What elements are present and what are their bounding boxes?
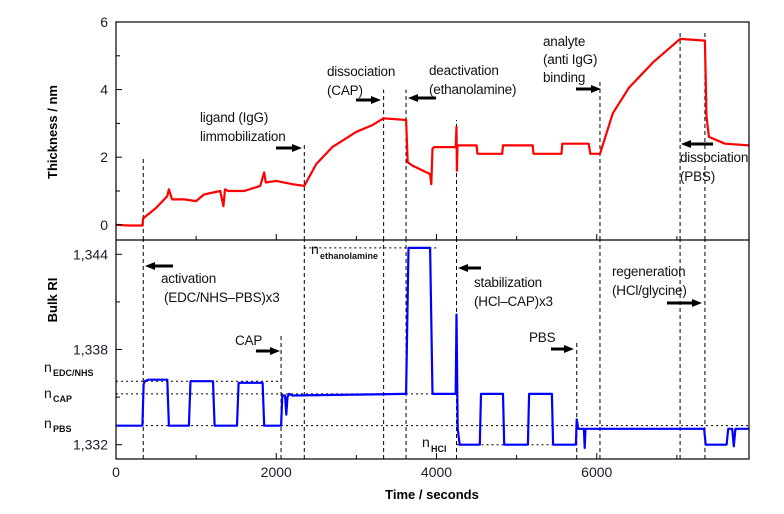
annotation-text: regeneration bbox=[612, 264, 685, 279]
label-n-cap: n CAP bbox=[44, 385, 72, 404]
annotation-dissociation-cap: dissociation (CAP) bbox=[327, 64, 395, 98]
annotation-text: (HCl/glycine) bbox=[612, 283, 687, 298]
y-tick-label: 4 bbox=[100, 82, 108, 98]
thickness-series-line bbox=[115, 37, 750, 227]
annotation-text: stabilization bbox=[474, 275, 542, 290]
annotation-cap: CAP bbox=[235, 333, 263, 348]
ref-level-subscript: EDC/NHS bbox=[53, 368, 94, 378]
annotation-text: (CAP) bbox=[327, 83, 363, 98]
ref-level-symbol: n bbox=[44, 359, 52, 375]
annotation-regeneration: regeneration (HCl/glycine) bbox=[612, 264, 687, 298]
x-axis-title: Time / seconds bbox=[385, 487, 479, 502]
annotation-text: analyte bbox=[543, 34, 585, 49]
ref-level-symbol: n bbox=[44, 415, 52, 431]
annotation-ligand: ligand (IgG) limmobilization bbox=[200, 110, 286, 144]
annotation-text: PBS bbox=[529, 330, 556, 345]
ref-level-symbol: n bbox=[44, 385, 52, 401]
annotation-text: (ethanolamine) bbox=[429, 82, 516, 97]
arrow-left-icon bbox=[408, 94, 436, 102]
annotation-text: (PBS) bbox=[680, 169, 715, 184]
arrow-right-icon bbox=[356, 96, 381, 104]
arrow-right-icon bbox=[667, 299, 702, 307]
arrow-right-icon bbox=[276, 144, 302, 152]
annotation-text: binding bbox=[543, 70, 585, 85]
arrow-right-icon bbox=[256, 347, 280, 355]
label-n-hcl: n HCl bbox=[422, 434, 447, 454]
ref-level-subscript: CAP bbox=[53, 394, 72, 404]
annotation-text: CAP bbox=[235, 333, 262, 348]
bottom-y-axis-title: Bulk RI bbox=[45, 278, 60, 323]
y-tick-label: 1,344 bbox=[73, 246, 108, 262]
annotation-analyte: analyte (anti IgG) binding bbox=[543, 34, 597, 85]
x-tick-label: 2000 bbox=[261, 464, 292, 480]
annotation-text: (HCl–CAP)x3 bbox=[474, 294, 553, 309]
label-n-ethanolamine: n ethanolamine bbox=[311, 241, 378, 261]
annotation-text: activation bbox=[161, 271, 216, 286]
y-tick-label: 0 bbox=[100, 217, 108, 233]
bulk-ri-series-line bbox=[116, 246, 749, 449]
annotation-stabilization: stabilization (HCl–CAP)x3 bbox=[474, 275, 553, 309]
label-n-edc-nhs: n EDC/NHS bbox=[44, 359, 94, 378]
ref-level-subscript: HCl bbox=[431, 444, 447, 454]
annotation-deactivation: deactivation (ethanolamine) bbox=[429, 63, 516, 97]
annotation-pbs: PBS bbox=[529, 330, 556, 345]
annotation-activation: activation (EDC/NHS–PBS)x3 bbox=[161, 271, 280, 305]
annotation-text: dissociation bbox=[680, 150, 748, 165]
arrow-left-icon bbox=[681, 140, 713, 148]
annotation-text: deactivation bbox=[429, 63, 499, 78]
annotation-text: (anti IgG) bbox=[543, 52, 597, 67]
annotation-text: limmobilization bbox=[200, 129, 286, 144]
annotation-text: dissociation bbox=[327, 64, 395, 79]
arrow-right-icon bbox=[576, 85, 601, 93]
y-tick-label: 1,332 bbox=[73, 437, 108, 453]
ref-level-symbol: n bbox=[422, 434, 430, 450]
arrow-left-icon bbox=[458, 264, 481, 272]
annotation-dissociation-pbs: dissociation (PBS) bbox=[680, 150, 748, 184]
y-tick-label: 6 bbox=[100, 14, 108, 30]
annotation-text: (EDC/NHS–PBS)x3 bbox=[164, 290, 280, 305]
label-n-pbs: n PBS bbox=[44, 415, 72, 434]
x-tick-label: 0 bbox=[112, 464, 120, 480]
ref-level-subscript: ethanolamine bbox=[320, 251, 378, 261]
annotation-text: ligand (IgG) bbox=[200, 110, 268, 125]
ref-level-subscript: PBS bbox=[53, 424, 72, 434]
y-tick-label: 2 bbox=[100, 149, 108, 165]
x-tick-label: 4000 bbox=[421, 464, 452, 480]
arrow-right-icon bbox=[551, 345, 574, 353]
ref-level-symbol: n bbox=[311, 241, 319, 257]
y-tick-label: 1,338 bbox=[73, 342, 108, 358]
x-tick-label: 6000 bbox=[581, 464, 612, 480]
arrow-left-icon bbox=[145, 262, 173, 270]
top-y-axis-title: Thickness / nm bbox=[45, 85, 60, 179]
